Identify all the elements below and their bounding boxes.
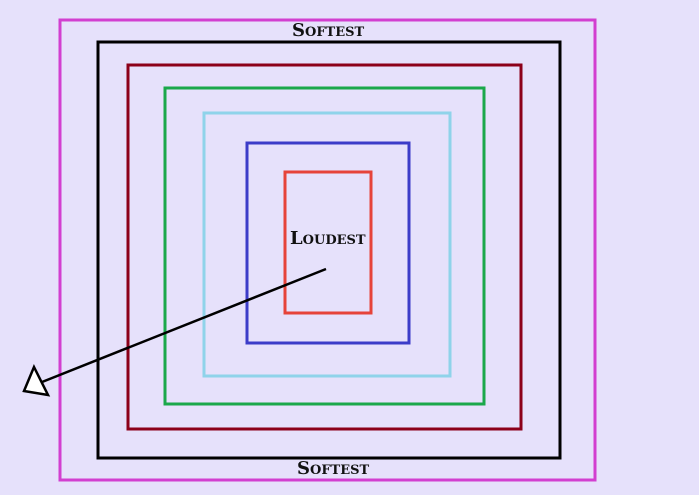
- rect-innermost: [283, 170, 373, 315]
- arrow-head: [22, 363, 51, 397]
- rect-outermost: [58, 18, 597, 482]
- rect-level-4: [202, 111, 452, 378]
- rect-level-2: [126, 63, 523, 431]
- rect-level-5: [245, 141, 411, 345]
- rect-level-3: [163, 86, 486, 406]
- arrow-shaft: [41, 267, 327, 384]
- rect-level-1: [96, 40, 562, 460]
